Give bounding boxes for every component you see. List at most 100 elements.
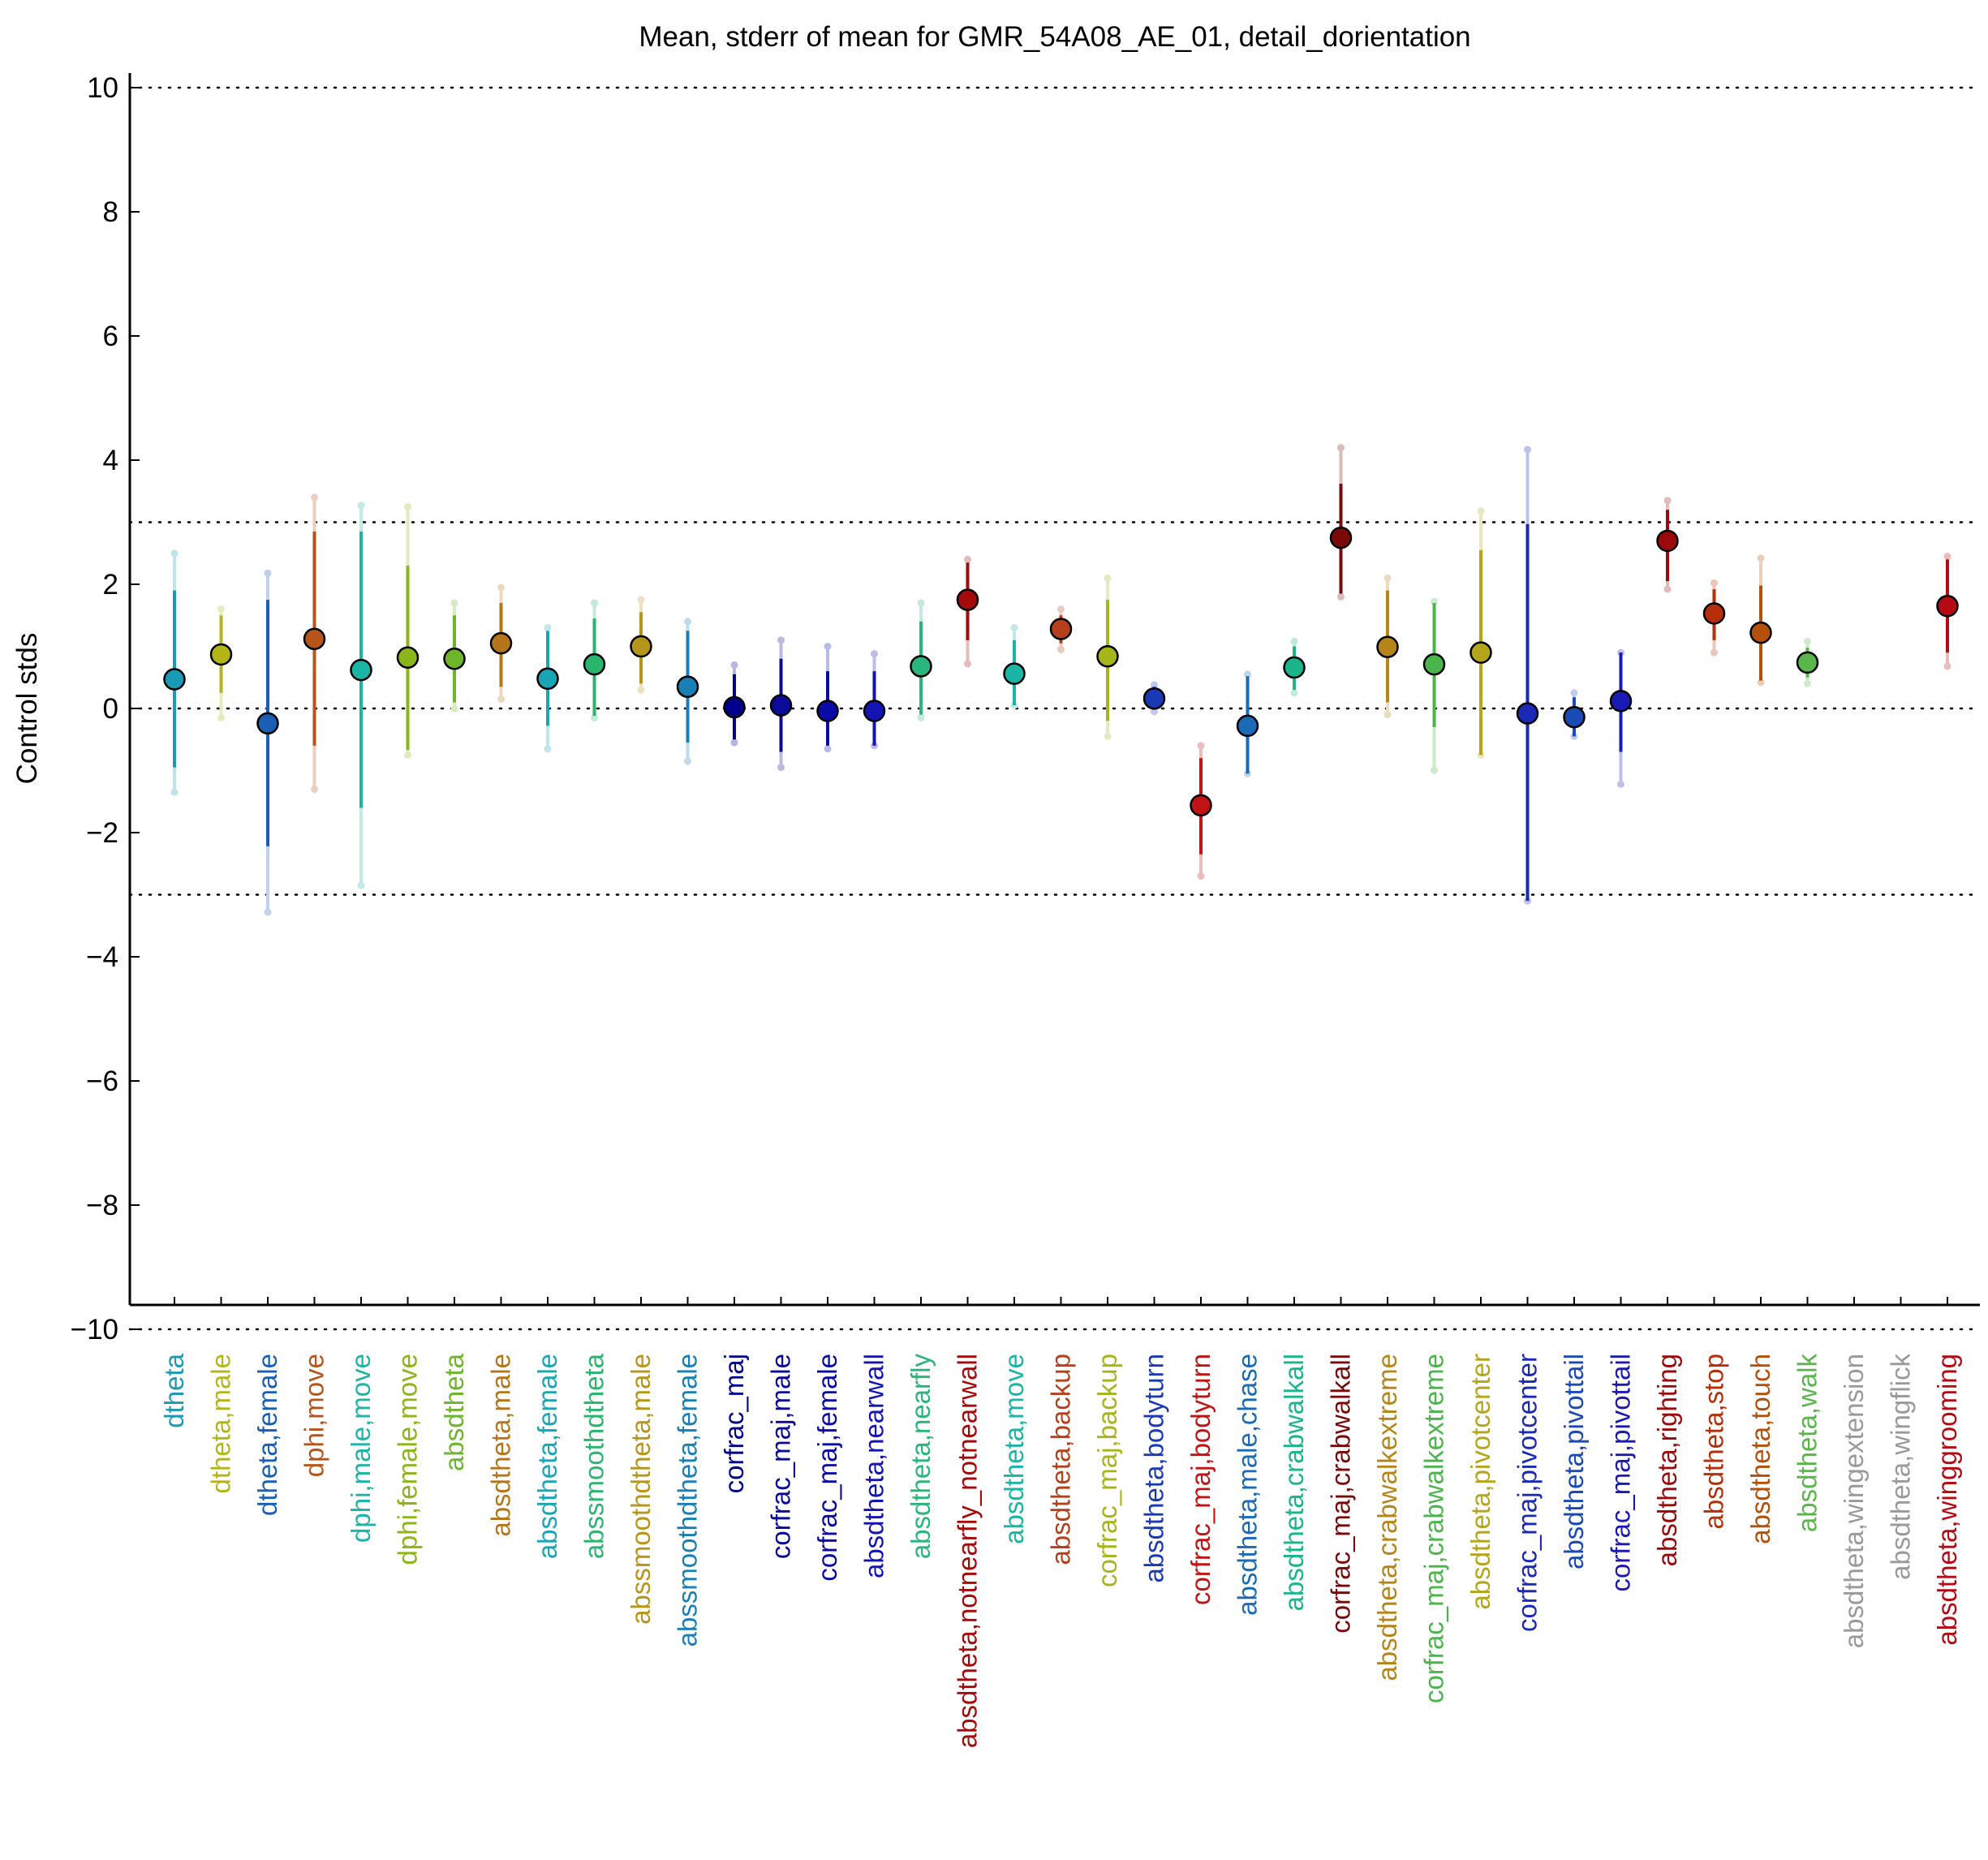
data-point-group — [1236, 670, 1259, 777]
range-end-dot — [777, 764, 785, 772]
x-tick-label: absdtheta,pivottail — [1559, 1354, 1589, 1569]
x-tick-label: dtheta,female — [252, 1354, 282, 1516]
range-end-dot — [871, 650, 878, 658]
data-point-group — [1003, 624, 1026, 709]
mean-marker — [1656, 529, 1679, 553]
x-tick-label: absdtheta,nearwall — [859, 1354, 889, 1578]
mean-marker — [956, 588, 979, 611]
range-end-dot — [1104, 574, 1112, 582]
x-tick-label: absdtheta,bodyturn — [1139, 1354, 1169, 1583]
mean-marker — [256, 712, 279, 735]
range-end-dot — [917, 713, 925, 721]
mean-marker — [163, 668, 186, 691]
range-end-dot — [450, 704, 458, 713]
range-end-dot — [217, 713, 225, 721]
data-point-group — [1656, 497, 1679, 593]
y-tick-label: 2 — [103, 569, 118, 601]
range-end-dot — [730, 738, 738, 747]
mean-marker — [910, 655, 932, 678]
data-point-group — [209, 605, 233, 721]
x-tick-label: absdtheta,wingflick — [1886, 1354, 1916, 1580]
range-end-dot — [1943, 662, 1951, 670]
range-end-dot — [1290, 689, 1298, 697]
range-end-dot — [1617, 780, 1624, 788]
data-point-group — [1329, 444, 1353, 601]
mean-marker — [816, 700, 839, 722]
data-point-group — [256, 569, 279, 916]
data-point-group — [910, 599, 932, 721]
x-tick-label: abssmoothdtheta,female — [673, 1354, 703, 1647]
data-point-group — [350, 502, 372, 889]
range-end-dot — [544, 745, 552, 753]
range-end-dot — [1151, 681, 1158, 689]
range-end-dot — [1477, 507, 1485, 515]
y-ticks: −10 −8 −6 −4 −2 0 2 4 6 8 10 — [71, 72, 140, 1345]
range-end-dot — [684, 618, 691, 626]
mean-marker — [676, 675, 699, 698]
y-axis-label: Control stds — [11, 633, 43, 785]
range-end-dot — [311, 785, 318, 793]
y-tick-label: −2 — [86, 817, 118, 849]
range-end-dot — [1104, 732, 1112, 740]
mean-marker — [1469, 641, 1492, 664]
mean-marker — [1749, 621, 1772, 644]
x-tick-label: absdtheta,backup — [1046, 1354, 1076, 1565]
range-end-dot — [1010, 624, 1018, 632]
data-point-group — [676, 618, 699, 765]
x-tick-label: dtheta — [159, 1353, 189, 1427]
range-end-dot — [1524, 446, 1531, 454]
mean-marker — [209, 643, 233, 666]
x-tick-label: corfrac_maj,backup — [1092, 1354, 1122, 1587]
range-end-dot — [824, 643, 832, 650]
data-point-group — [536, 624, 559, 753]
range-end-dot — [1057, 605, 1065, 614]
range-end-dot — [1943, 553, 1951, 561]
mean-marker — [630, 635, 652, 658]
x-tick-label: absdtheta,winggrooming — [1932, 1354, 1962, 1646]
x-tick-label: corfrac_maj — [719, 1354, 749, 1493]
range-end-dot — [1337, 592, 1345, 601]
mean-marker — [1516, 702, 1539, 725]
x-tick-label: absdtheta,touch — [1745, 1354, 1775, 1544]
range-end-dot — [544, 624, 552, 632]
x-tick-label: absdtheta,notnearfly_notnearwall — [953, 1354, 983, 1748]
mean-marker — [1329, 526, 1353, 549]
range-end-dot — [1197, 742, 1205, 750]
x-tick-label: dphi,female,move — [393, 1354, 423, 1565]
x-tick-label: absdtheta,move — [999, 1354, 1029, 1544]
data-point-group — [1609, 648, 1633, 788]
range-end-dot — [170, 549, 179, 558]
mean-marker — [1563, 705, 1586, 729]
mean-marker — [723, 695, 746, 719]
data-point-group — [1422, 597, 1446, 774]
data-point-group — [1096, 574, 1119, 740]
range-end-dot — [497, 695, 505, 704]
data-series — [163, 444, 1959, 916]
range-end-dot — [264, 908, 272, 916]
data-point-group — [1796, 637, 1819, 687]
data-point-group — [769, 636, 793, 772]
data-point-group — [1376, 574, 1399, 719]
y-tick-label: −8 — [86, 1190, 118, 1221]
mean-marker — [769, 694, 793, 717]
x-tick-label: absdtheta — [439, 1353, 469, 1471]
range-end-dot — [1804, 637, 1811, 645]
data-point-group — [1516, 446, 1539, 905]
range-end-dot — [217, 605, 225, 614]
range-end-dot — [1383, 711, 1392, 719]
mean-marker — [489, 631, 513, 655]
range-end-dot — [1337, 444, 1345, 452]
mean-marker — [443, 648, 466, 670]
data-point-group — [723, 661, 746, 747]
range-end-dot — [824, 745, 832, 753]
mean-marker — [536, 667, 559, 691]
mean-marker — [1190, 794, 1212, 817]
mean-marker — [1702, 602, 1726, 625]
x-tick-label: absdtheta,righting — [1652, 1354, 1682, 1566]
range-end-dot — [730, 661, 738, 669]
x-tick-label: dphi,male,move — [346, 1354, 376, 1543]
range-end-dot — [170, 788, 179, 796]
data-point-group — [1702, 579, 1726, 657]
range-end-dot — [637, 596, 645, 604]
